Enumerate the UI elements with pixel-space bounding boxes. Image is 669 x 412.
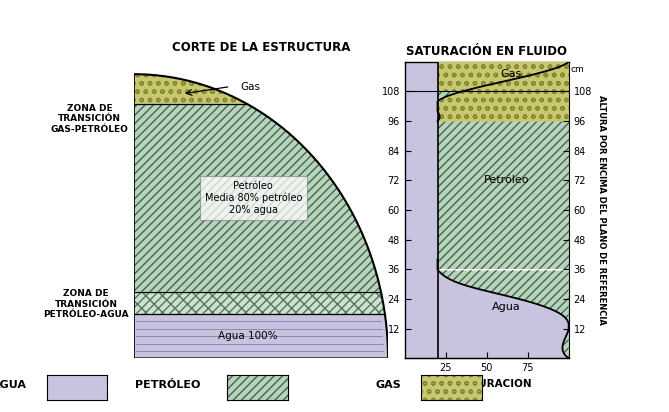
- Text: AGUA: AGUA: [0, 380, 27, 390]
- Polygon shape: [134, 104, 381, 292]
- Text: Petróleo
Media 80% petróleo
20% agua: Petróleo Media 80% petróleo 20% agua: [205, 181, 302, 215]
- Text: Agua 100%: Agua 100%: [219, 331, 278, 341]
- Text: Agua: Agua: [492, 302, 520, 311]
- Polygon shape: [134, 292, 385, 314]
- Text: ZONA DE
TRANSICIÓN
PETRÓLEO-AGUA: ZONA DE TRANSICIÓN PETRÓLEO-AGUA: [43, 289, 128, 319]
- Polygon shape: [134, 74, 247, 104]
- Text: PETRÓLEO: PETRÓLEO: [135, 380, 201, 390]
- Y-axis label: ALTURA POR ENCIMA DEL PLANO DE REFERENCIA: ALTURA POR ENCIMA DEL PLANO DE REFERENCI…: [597, 95, 605, 325]
- Text: Gas: Gas: [241, 82, 260, 91]
- Polygon shape: [421, 375, 482, 400]
- Polygon shape: [227, 375, 288, 400]
- Text: GAS: GAS: [376, 380, 401, 390]
- Text: cm: cm: [570, 65, 584, 74]
- Polygon shape: [134, 314, 388, 358]
- Text: Gas: Gas: [500, 69, 522, 79]
- Polygon shape: [47, 375, 107, 400]
- Text: ZONA DE
TRANSICIÓN
GAS-PETRÓLEO: ZONA DE TRANSICIÓN GAS-PETRÓLEO: [51, 104, 128, 133]
- Text: Petróleo: Petróleo: [484, 176, 529, 185]
- Text: CORTE DE LA ESTRUCTURA: CORTE DE LA ESTRUCTURA: [172, 41, 350, 54]
- Title: SATURACIÓN EN FLUIDO: SATURACIÓN EN FLUIDO: [406, 45, 567, 58]
- X-axis label: % SATURACION: % SATURACION: [442, 379, 531, 389]
